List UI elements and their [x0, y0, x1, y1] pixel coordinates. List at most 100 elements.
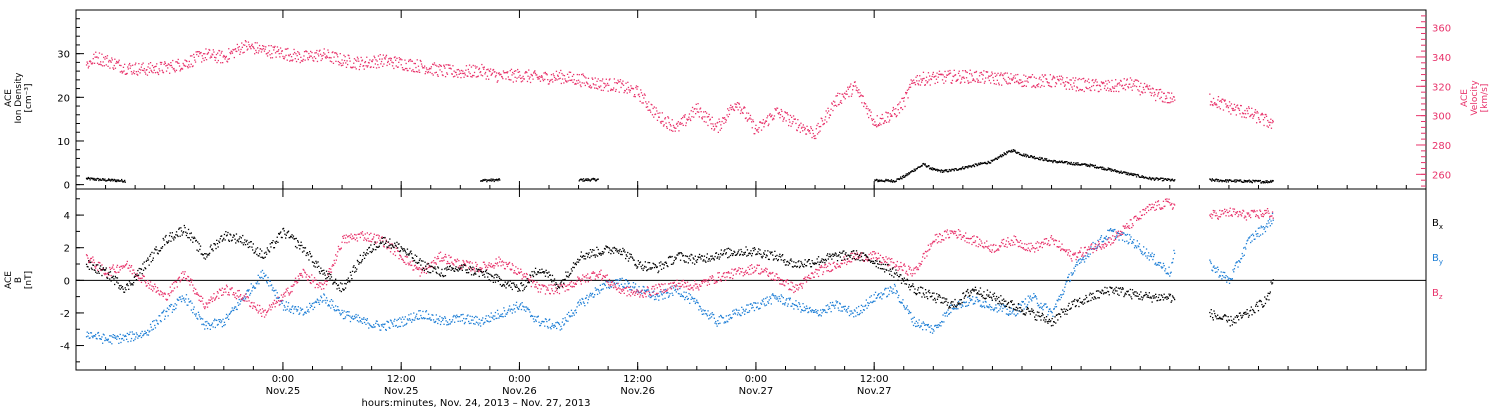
by-series-point — [1069, 280, 1071, 283]
velocity-series-point — [318, 50, 320, 52]
velocity-series-point — [901, 97, 903, 100]
by-series-point — [976, 296, 978, 299]
velocity-series-point — [744, 107, 746, 109]
bz-series-point — [173, 281, 175, 284]
velocity-series-point — [242, 52, 244, 54]
bz-series-point — [423, 271, 425, 274]
bz-series-point — [452, 263, 454, 265]
velocity-series-point — [133, 70, 135, 72]
by-series-point — [685, 291, 687, 294]
velocity-series-point — [781, 115, 784, 118]
by-series-point — [958, 303, 960, 306]
by-series-point — [1026, 304, 1029, 306]
bz-series-point — [306, 274, 308, 276]
velocity-series-point — [592, 78, 594, 80]
velocity-series-point — [1055, 82, 1057, 84]
by-series-point — [194, 313, 196, 315]
bz-series-point — [297, 281, 299, 283]
velocity-series-point — [104, 58, 106, 60]
velocity-series-point — [666, 127, 668, 129]
velocity-series-point — [918, 80, 920, 82]
by-series-point — [722, 317, 724, 319]
velocity-series-point — [980, 71, 982, 74]
velocity-series-point — [340, 65, 343, 67]
by-series-point — [1070, 272, 1072, 274]
bz-series-point — [266, 311, 268, 313]
by-series-point — [993, 308, 996, 310]
velocity-series-point — [571, 79, 573, 81]
by-series-point — [860, 304, 863, 306]
velocity-series-point — [246, 45, 248, 48]
velocity-series-point — [177, 62, 179, 64]
by-series-point — [888, 293, 890, 296]
by-series-point — [345, 311, 347, 313]
bz-series-point — [259, 309, 261, 311]
velocity-series-point — [905, 93, 907, 95]
velocity-series-point — [475, 76, 477, 78]
bz-series-point — [153, 288, 155, 290]
by-series-point — [322, 300, 324, 302]
velocity-series-point — [1007, 76, 1010, 78]
by-series-point — [204, 321, 207, 323]
by-series-point — [1061, 294, 1063, 296]
velocity-series-point — [149, 62, 152, 64]
by-series-point — [543, 321, 545, 323]
velocity-series-point — [208, 48, 210, 51]
velocity-series-point — [453, 70, 455, 72]
density-series-point — [483, 179, 485, 181]
by-series-point — [328, 304, 330, 306]
by-series-point — [928, 326, 930, 328]
by-series-point — [575, 309, 577, 311]
bz-series-point — [184, 271, 186, 273]
velocity-series-point — [417, 71, 419, 73]
bz-series-point — [528, 280, 530, 282]
velocity-series-point — [876, 115, 878, 117]
by-series-point — [1233, 268, 1236, 270]
by-series-point — [680, 293, 682, 295]
velocity-series-point — [138, 68, 141, 70]
by-series-point — [335, 309, 337, 312]
by-series-point — [321, 301, 323, 303]
by-series-point — [593, 296, 595, 298]
bz-series — [85, 198, 1274, 318]
velocity-series-point — [307, 59, 309, 61]
by-series-point — [484, 318, 487, 320]
velocity-series-point — [839, 101, 841, 103]
bz-series-point — [92, 259, 95, 261]
velocity-series-point — [204, 57, 206, 59]
velocity-series-point — [731, 106, 733, 109]
bz-series-point — [174, 280, 176, 283]
velocity-series-point — [1109, 88, 1111, 90]
by-series-point — [185, 294, 188, 296]
velocity-series-point — [504, 72, 506, 74]
density-series-point — [1210, 179, 1212, 181]
velocity-series-point — [355, 68, 357, 70]
bz-series-point — [123, 266, 125, 268]
by-series-point — [290, 308, 292, 311]
by-series-point — [275, 297, 278, 299]
by-series-point — [736, 314, 739, 316]
by-series-point — [614, 283, 616, 286]
bz-series-point — [503, 261, 505, 264]
by-series-point — [133, 339, 135, 342]
by-series-point — [475, 315, 477, 318]
by-series-point — [1029, 295, 1031, 297]
velocity-series-point — [1065, 88, 1067, 90]
bz-series-point — [130, 265, 133, 267]
by-series-point — [159, 320, 162, 322]
velocity-series-point — [329, 60, 331, 62]
velocity-series-point — [828, 117, 830, 119]
bz-series-point — [218, 297, 220, 299]
velocity-series-point — [728, 109, 730, 112]
by-series-point — [508, 305, 511, 307]
velocity-series-point — [723, 117, 726, 119]
velocity-series-point — [656, 119, 659, 121]
velocity-series-point — [727, 108, 729, 110]
velocity-series-point — [1120, 80, 1122, 82]
by-series-point — [827, 308, 829, 310]
velocity-tick-label: 300 — [1432, 112, 1451, 123]
velocity-series-point — [295, 53, 297, 55]
velocity-series-point — [911, 80, 913, 82]
by-series-point — [580, 303, 582, 305]
by-series-point — [368, 327, 370, 329]
